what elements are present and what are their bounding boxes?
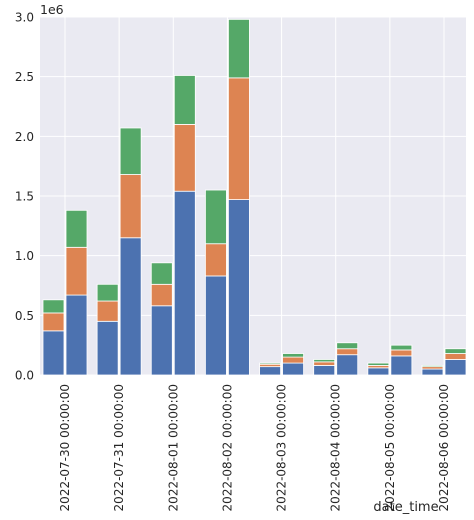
y-tick-label: 0.5 [15,309,34,323]
bar-segment [228,18,250,79]
bar-segment [390,349,413,357]
bar-segment [119,127,142,175]
bar-segment [150,283,173,307]
bar-segment [119,174,142,239]
bar-segment [205,275,227,376]
bar-segment [42,312,65,332]
bar-segment [42,330,65,376]
grid-lines [40,16,466,376]
bar-segment [42,299,65,314]
bar-segment [390,344,413,351]
x-tick-labels: 2022-07-30 00:00:00 2022-07-31 00:00:00 20… [58,384,451,511]
bar-segment [173,124,196,192]
bar-segment [421,368,444,376]
bar-segment [259,366,281,376]
bar-segment [119,237,142,376]
y-scale-label: 1e6 [40,2,64,17]
bar-segment [228,199,250,376]
bar-segment [150,262,173,285]
bar-segment [390,355,413,376]
x-tick-label: 2022-08-01 00:00:00 [166,384,180,511]
bar-segment [150,305,173,376]
y-tick-label: 1.0 [15,249,34,263]
bar-segment [205,243,227,277]
bar-segment [205,189,227,245]
y-tick-labels: 0.0 0.5 1.0 1.5 2.0 2.5 3.0 [15,11,34,383]
bar-segment [65,294,88,376]
bar-segment [96,300,119,322]
bar-segment [336,348,359,356]
x-axis-label: date_time [373,500,438,515]
y-tick-label: 1.5 [15,190,34,204]
x-tick-label: 2022-08-03 00:00:00 [275,384,289,511]
x-tick-label: 2022-08-05 00:00:00 [383,384,397,511]
x-tick-label: 2022-08-02 00:00:00 [220,384,234,511]
bar-segment [444,353,467,360]
x-tick-label: 2022-07-31 00:00:00 [112,384,126,511]
bar-segment [444,359,467,376]
bar-segment [65,246,88,296]
bar-segment [367,362,390,366]
bars [42,18,467,376]
bar-segment [367,367,390,376]
bar-segment [282,353,304,358]
bar-segment [228,77,250,200]
bar-segment [282,362,304,376]
bar-segment [336,354,359,376]
bar-segment [96,283,119,302]
bar-segment [282,356,304,364]
x-tick-label: 2022-07-30 00:00:00 [58,384,72,511]
y-tick-label: 2.0 [15,130,34,144]
bar-segment [96,320,119,376]
bar-segment [444,348,467,354]
y-tick-label: 2.5 [15,70,34,84]
y-tick-label: 3.0 [15,11,34,25]
bar-segment [313,359,336,363]
bar-segment [336,342,359,350]
y-tick-label: 0.0 [15,369,34,383]
bar-segment [173,75,196,125]
x-tick-label: 2022-08-04 00:00:00 [329,384,343,511]
bar-segment [313,365,336,376]
bar-segment [259,362,281,365]
bar-segment [313,361,336,366]
bar-segment [173,190,196,376]
x-tick-label: 2022-08-06 00:00:00 [437,384,451,511]
bar-segment [65,209,88,248]
bar-segment [421,365,444,368]
